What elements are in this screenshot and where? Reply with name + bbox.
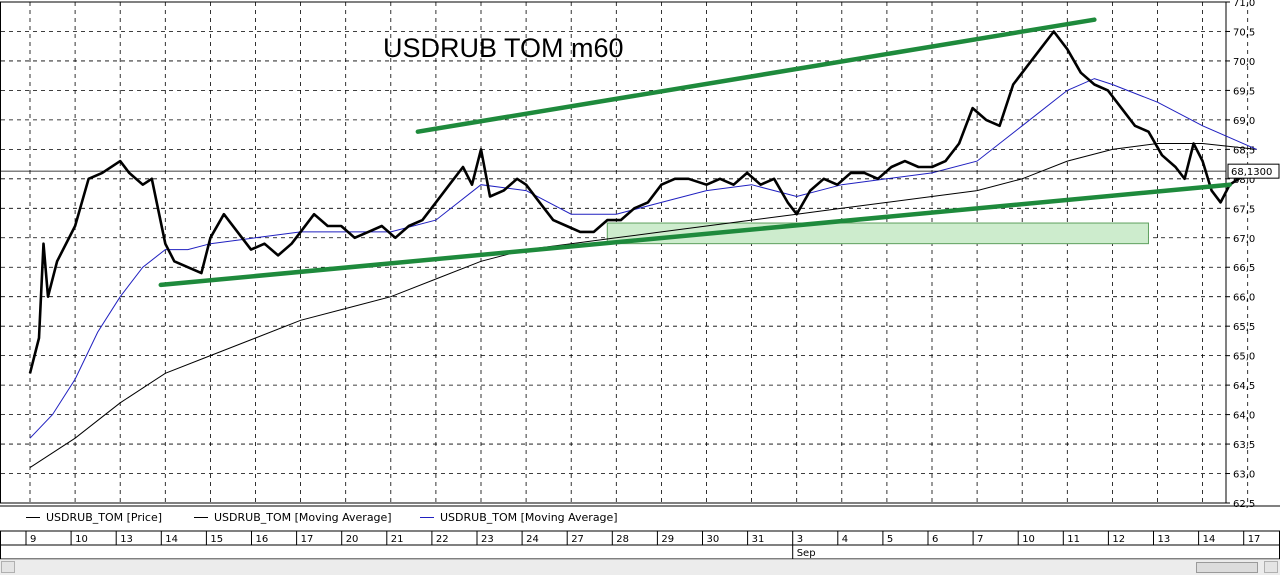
support-trendline <box>158 182 1232 288</box>
x-tick-label: 20 <box>346 534 359 545</box>
chart-legend: USDRUB_TOM [Price] USDRUB_TOM [Moving Av… <box>0 507 1280 529</box>
legend-swatch-ma-black <box>194 517 208 518</box>
y-tick-label: 69,0 <box>1233 116 1255 127</box>
x-tick-label: 17 <box>301 534 314 545</box>
x-tick-label: 10 <box>75 534 88 545</box>
moving-average-line-blue <box>29 78 1257 439</box>
y-tick-label: 66,5 <box>1233 263 1255 274</box>
x-tick-label: 14 <box>165 534 178 545</box>
y-tick-label: 62,5 <box>1233 499 1255 510</box>
y-tick-label: 65,5 <box>1233 322 1255 333</box>
x-tick-label: 14 <box>1203 534 1216 545</box>
y-tick-label: 70,0 <box>1233 57 1255 68</box>
x-tick-label: 29 <box>661 534 674 545</box>
legend-swatch-price <box>26 517 40 518</box>
y-tick-label: 63,5 <box>1233 440 1255 451</box>
month-label: Sep <box>797 548 816 559</box>
x-tick-label: 23 <box>481 534 494 545</box>
x-tick-label: 22 <box>436 534 449 545</box>
x-tick-label: 4 <box>842 534 848 545</box>
x-tick-label: 9 <box>30 534 36 545</box>
x-tick-label: 15 <box>210 534 223 545</box>
x-tick-label: 16 <box>256 534 269 545</box>
x-tick-label: 11 <box>1067 534 1080 545</box>
y-tick-label: 69,5 <box>1233 86 1255 97</box>
x-tick-label: 30 <box>707 534 720 545</box>
last-price-box <box>1227 163 1280 179</box>
x-tick-label: 6 <box>932 534 938 545</box>
y-tick-label: 64,5 <box>1233 381 1255 392</box>
legend-label-ma-black: USDRUB_TOM [Moving Average] <box>214 511 392 524</box>
last-price-label: 68,1300 <box>1231 167 1272 178</box>
legend-label-price: USDRUB_TOM [Price] <box>46 511 163 524</box>
y-tick-label: 66,0 <box>1233 293 1255 304</box>
y-tick-label: 68,0 <box>1233 175 1255 186</box>
x-tick-label: 12 <box>1112 534 1125 545</box>
x-tick-label: 7 <box>977 534 983 545</box>
moving-average-line-black <box>29 143 1257 469</box>
y-tick-label: 70,5 <box>1233 27 1255 38</box>
legend-item-ma-black: USDRUB_TOM [Moving Average] <box>194 511 392 524</box>
legend-item-ma-blue: USDRUB_TOM [Moving Average] <box>420 511 618 524</box>
legend-swatch-ma-blue <box>420 517 434 518</box>
y-tick-label: 71,0 <box>1233 0 1255 9</box>
x-tick-label: 27 <box>571 534 584 545</box>
y-tick-label: 68,5 <box>1233 145 1255 156</box>
scroll-thumb[interactable] <box>1196 562 1258 573</box>
legend-item-price: USDRUB_TOM [Price] <box>26 511 162 524</box>
scroll-right-button[interactable] <box>1264 561 1278 573</box>
horizontal-scrollbar[interactable] <box>0 559 1280 575</box>
x-tick-label: 10 <box>1022 534 1035 545</box>
y-tick-label: 63,0 <box>1233 470 1255 481</box>
chart-title: USDRUB TOM m60 <box>383 33 624 63</box>
x-tick-label: 13 <box>120 534 133 545</box>
y-tick-label: 64,0 <box>1233 411 1255 422</box>
y-tick-label: 65,0 <box>1233 352 1255 363</box>
resistance-trendline <box>415 17 1097 134</box>
x-tick-label: 17 <box>1248 534 1261 545</box>
x-tick-label: 5 <box>887 534 893 545</box>
x-tick-label: 28 <box>616 534 629 545</box>
x-tick-label: 31 <box>752 534 765 545</box>
y-tick-label: 67,0 <box>1233 234 1255 245</box>
legend-label-ma-blue: USDRUB_TOM [Moving Average] <box>440 511 618 524</box>
y-tick-label: 67,5 <box>1233 204 1255 215</box>
x-tick-label: 24 <box>526 534 539 545</box>
plot-frame <box>0 1 1227 504</box>
x-tick-label: 21 <box>391 534 404 545</box>
x-tick-label: 13 <box>1158 534 1171 545</box>
price-line <box>28 30 1257 374</box>
x-tick-label: 3 <box>797 534 803 545</box>
scroll-left-button[interactable] <box>1 561 15 573</box>
